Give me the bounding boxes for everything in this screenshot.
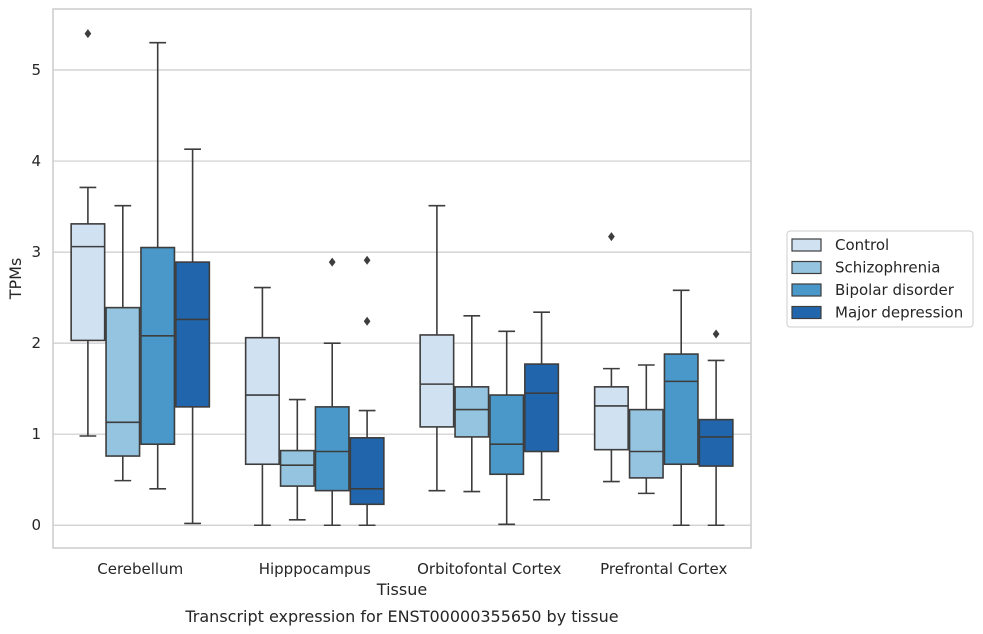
box-iqr — [314, 406, 350, 492]
x-tick-label: Prefrontal Cortex — [600, 560, 727, 578]
box-schizophrenia — [279, 398, 315, 521]
legend-swatch — [791, 283, 822, 297]
legend-swatch — [791, 305, 822, 320]
box-major-depression — [349, 255, 385, 527]
outlier-point — [712, 329, 720, 339]
box-iqr — [349, 437, 385, 506]
box-major-depression — [524, 311, 560, 501]
box-bipolar-disorder — [140, 41, 176, 490]
y-tick-label: 5 — [31, 61, 41, 79]
box-control — [70, 29, 106, 437]
legend-entry: Schizophrenia — [835, 259, 940, 277]
box-major-depression — [698, 329, 734, 527]
legend-entry: Major depression — [835, 304, 963, 322]
box-bipolar-disorder — [489, 330, 525, 526]
box-groups — [70, 29, 734, 527]
box-major-depression — [175, 148, 211, 525]
box-schizophrenia — [628, 364, 664, 495]
x-tick-label: Orbitofontal Cortex — [417, 560, 561, 578]
box-control — [419, 204, 455, 492]
chart-caption: Transcript expression for ENST0000035565… — [184, 607, 618, 626]
outlier-point — [363, 316, 371, 326]
outlier-point — [608, 232, 615, 242]
box-bipolar-disorder — [663, 289, 699, 527]
outlier-point — [363, 255, 371, 265]
legend: Control Schizophrenia Bipolar disorder Majo… — [786, 230, 974, 328]
y-tick-labels: 0 1 2 3 4 5 — [31, 61, 41, 534]
y-axis-label: TPMs — [6, 258, 25, 301]
y-tick-label: 2 — [31, 334, 41, 352]
box-iqr — [105, 306, 141, 457]
legend-swatch — [791, 238, 822, 252]
box-control — [244, 286, 280, 527]
box-iqr — [663, 353, 699, 466]
y-tick-label: 3 — [31, 243, 41, 261]
box-control — [593, 232, 629, 483]
box-iqr — [698, 418, 734, 467]
x-tick-label: Cerebellum — [97, 560, 183, 578]
box-schizophrenia — [454, 315, 490, 493]
outlier-point — [328, 257, 336, 267]
box-bipolar-disorder — [314, 257, 350, 527]
box-iqr — [524, 363, 560, 453]
box-iqr — [419, 334, 455, 428]
box-iqr — [140, 246, 176, 446]
box-iqr — [175, 261, 211, 408]
legend-entry: Bipolar disorder — [835, 281, 955, 299]
box-iqr — [279, 449, 315, 487]
box-iqr — [244, 336, 280, 466]
x-tick-labels: Cerebellum Hipppocampus Orbitofontal Corte… — [97, 560, 727, 578]
box-iqr — [70, 223, 106, 342]
legend-frame — [786, 230, 974, 328]
outlier-point — [84, 29, 92, 39]
box-iqr — [489, 394, 525, 476]
box-iqr — [628, 408, 664, 479]
x-tick-label: Hipppocampus — [259, 560, 371, 578]
x-axis-label: Tissue — [376, 580, 427, 599]
y-tick-label: 1 — [31, 425, 41, 443]
box-schizophrenia — [105, 204, 141, 482]
box-iqr — [593, 386, 629, 451]
legend-entry: Control — [835, 236, 889, 254]
plot-frame — [52, 8, 752, 549]
y-tick-label: 0 — [31, 516, 41, 534]
legend-swatch — [791, 260, 822, 275]
y-tick-label: 4 — [31, 152, 41, 170]
box-iqr — [454, 386, 490, 438]
